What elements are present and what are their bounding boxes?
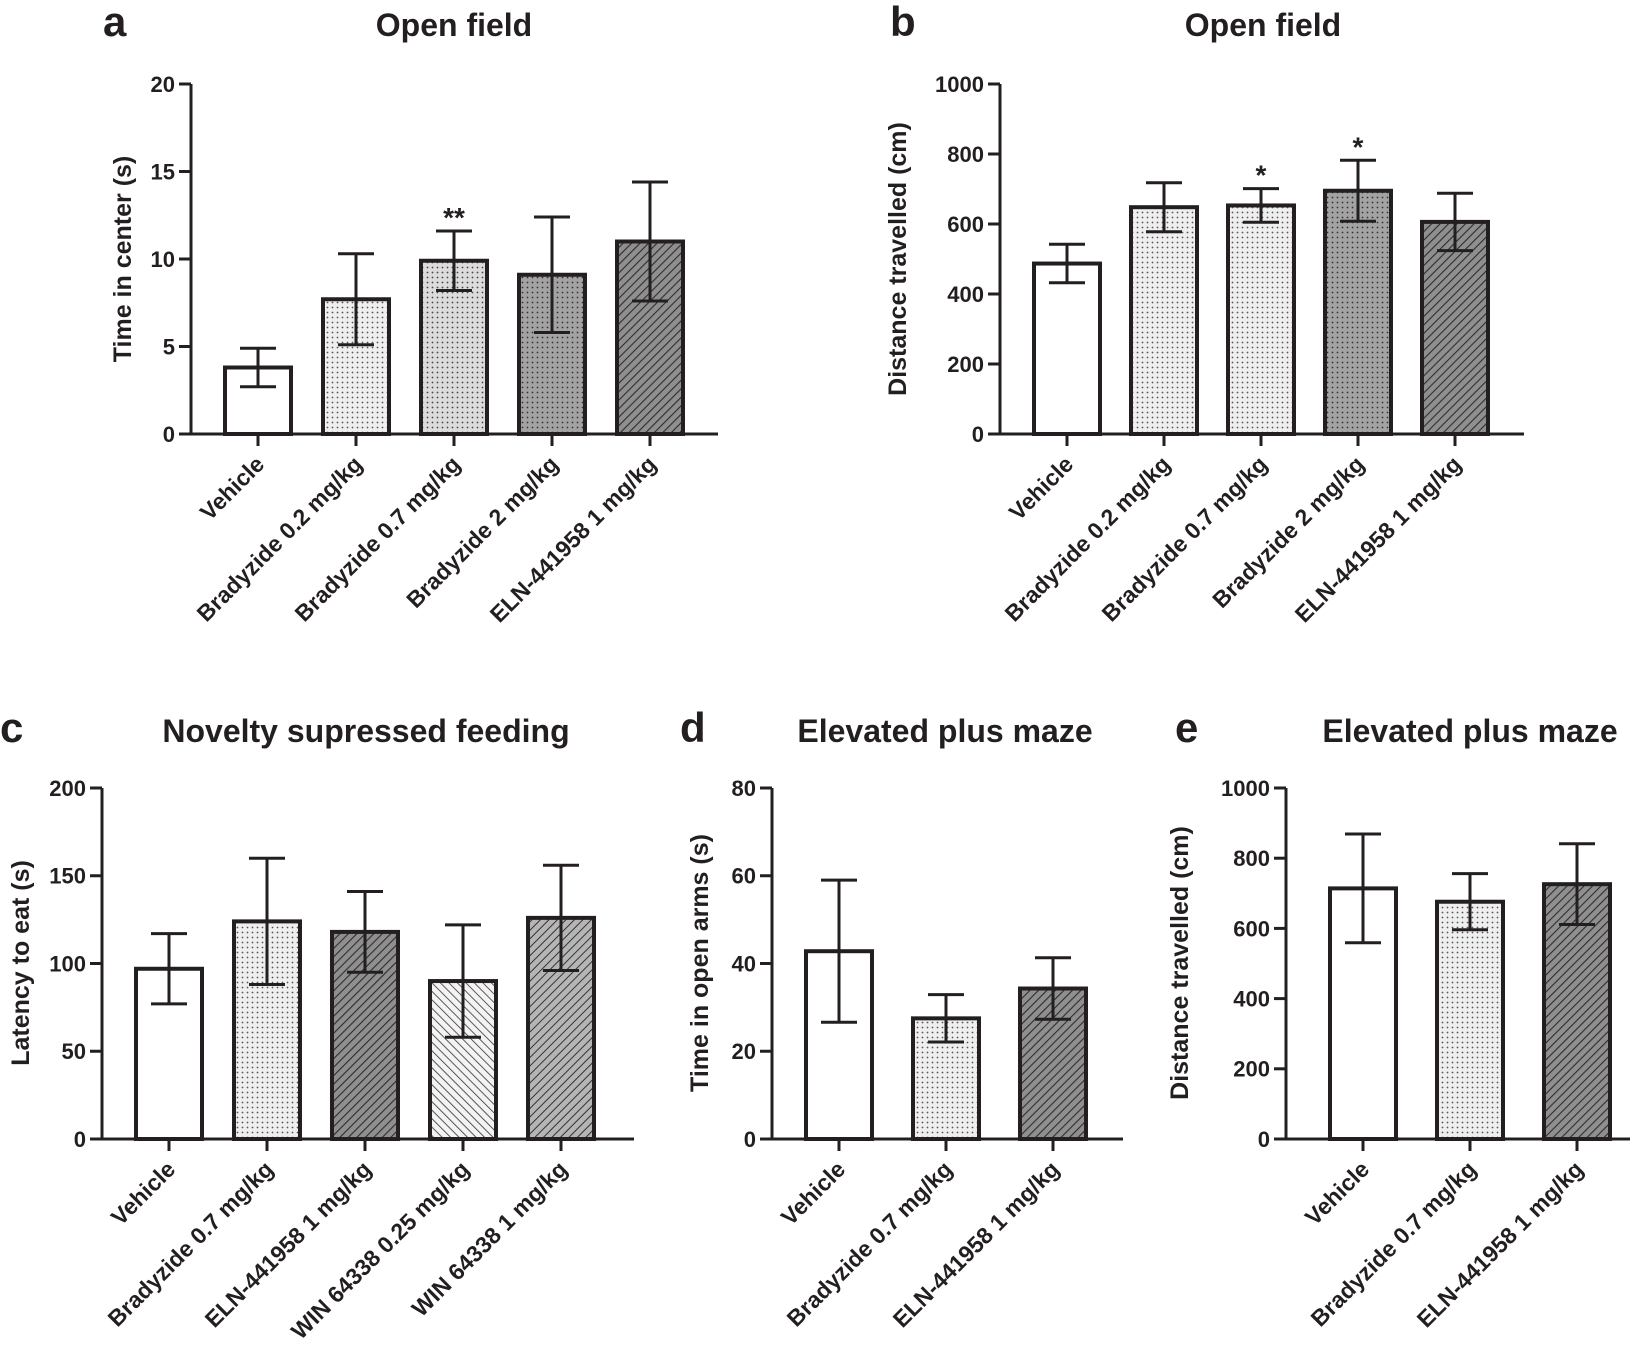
error-bar — [445, 923, 481, 1039]
error-bar — [347, 890, 383, 974]
bar — [1129, 205, 1199, 436]
y-tick-label: 0 — [163, 422, 175, 447]
y-tick-label: 200 — [49, 776, 86, 801]
chart-title: Elevated plus maze — [797, 713, 1092, 749]
error-bar — [240, 346, 276, 389]
panel-c: c Novelty supressed feeding Latency to eat… — [0, 704, 634, 1344]
y-axis-label: Time in open arms (s) — [686, 834, 714, 1092]
y-tick-label: 1000 — [935, 72, 984, 97]
chart-title: Novelty supressed feeding — [162, 713, 569, 749]
x-category-label: Vehicle — [1004, 451, 1078, 525]
panel-a: a Open field Time in center (s) 0 5 10 15 20 Veh… — [103, 0, 718, 627]
x-category-label: Vehicle — [195, 451, 269, 525]
y-tick-label: 60 — [732, 864, 756, 889]
bar — [1435, 899, 1505, 1141]
error-bar — [543, 863, 579, 973]
error-bar — [632, 180, 668, 303]
error-bar — [1559, 842, 1595, 927]
y-tick-label: 5 — [163, 334, 175, 359]
bar — [1226, 203, 1296, 436]
y-axis-label: Distance travelled (cm) — [1166, 826, 1194, 1100]
y-tick-label: 600 — [1233, 916, 1270, 941]
error-bar — [249, 856, 285, 987]
chart-title: Open field — [376, 7, 532, 43]
error-bar — [821, 878, 857, 1024]
panel-d: d Elevated plus maze Time in open arms (s)… — [680, 704, 1123, 1332]
y-tick-label: 10 — [151, 247, 175, 272]
y-tick-label: 200 — [1233, 1057, 1270, 1082]
y-tick-label: 800 — [947, 142, 984, 167]
x-category-label: Vehicle — [776, 1156, 850, 1230]
x-category-label: ELN-441958 1 mg/kg — [485, 451, 662, 628]
y-tick-label: 0 — [1258, 1127, 1270, 1152]
error-bar — [1049, 242, 1085, 285]
x-category-label: ELN-441958 1 mg/kg — [200, 1156, 377, 1333]
y-tick-label: 50 — [62, 1039, 86, 1064]
error-bar — [1452, 872, 1488, 932]
x-category-label: Vehicle — [106, 1156, 180, 1230]
x-category-label: Bradyzide 0.7 mg/kg — [290, 451, 466, 627]
error-bar — [1243, 187, 1279, 224]
y-tick-label: 400 — [1233, 987, 1270, 1012]
y-tick-label: 0 — [744, 1127, 756, 1152]
x-category-label: ELN-441958 1 mg/kg — [1290, 451, 1467, 628]
y-tick-label: 100 — [49, 951, 86, 976]
significance-marker: * — [1353, 131, 1364, 162]
panel-letter: a — [103, 0, 127, 45]
y-axis-label: Latency to eat (s) — [7, 860, 35, 1066]
error-bar — [1437, 191, 1473, 253]
x-category-label: Bradyzide 0.2 mg/kg — [192, 451, 368, 627]
panel-letter: b — [890, 0, 916, 45]
error-bar — [928, 993, 964, 1044]
x-category-label: Vehicle — [1300, 1156, 1374, 1230]
y-tick-label: 150 — [49, 864, 86, 889]
x-category-label: Bradyzide 0.2 mg/kg — [1000, 451, 1176, 627]
y-tick-label: 40 — [732, 951, 756, 976]
panel-e: e Elevated plus maze Distance travelled (c… — [1166, 704, 1630, 1332]
y-tick-label: 80 — [732, 776, 756, 801]
error-bar — [1345, 832, 1381, 945]
x-category-label: Bradyzide 0.7 mg/kg — [103, 1156, 279, 1332]
x-category-label: Bradyzide 0.7 mg/kg — [1097, 451, 1273, 627]
y-tick-label: 20 — [151, 72, 175, 97]
significance-marker: * — [1256, 160, 1267, 191]
error-bar — [1146, 181, 1182, 234]
panel-letter: c — [0, 704, 23, 751]
chart-title: Open field — [1185, 7, 1341, 43]
y-tick-label: 0 — [972, 422, 984, 447]
y-tick-label: 600 — [947, 212, 984, 237]
error-bar — [534, 215, 570, 334]
y-tick-label: 0 — [74, 1127, 86, 1152]
y-axis-label: Time in center (s) — [109, 156, 137, 363]
y-tick-label: 200 — [947, 352, 984, 377]
panel-letter: e — [1175, 704, 1198, 751]
panel-b: b Open field Distance travelled (cm) 0 200 40… — [884, 0, 1524, 627]
error-bar — [151, 932, 187, 1006]
y-tick-label: 20 — [732, 1039, 756, 1064]
y-tick-label: 15 — [151, 159, 175, 184]
chart-title: Elevated plus maze — [1322, 713, 1617, 749]
y-tick-label: 400 — [947, 282, 984, 307]
y-axis-label: Distance travelled (cm) — [884, 122, 912, 396]
bar — [1032, 261, 1102, 436]
error-bar — [338, 252, 374, 347]
error-bar — [1340, 158, 1376, 223]
error-bar — [436, 229, 472, 292]
x-category-label: WIN 64338 0.25 mg/kg — [286, 1156, 474, 1344]
y-tick-label: 800 — [1233, 846, 1270, 871]
panel-letter: d — [680, 704, 706, 751]
error-bar — [1035, 956, 1071, 1021]
significance-marker: ** — [443, 202, 465, 233]
bar — [1420, 219, 1490, 436]
y-tick-label: 1000 — [1221, 776, 1270, 801]
bar — [1323, 188, 1393, 436]
